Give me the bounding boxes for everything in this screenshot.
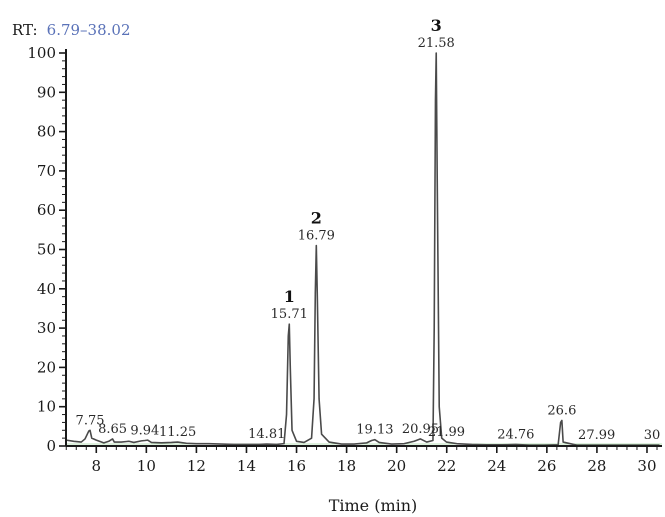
y-tick-label: 30 [37, 319, 56, 337]
peak-retention-label: 30 [644, 428, 661, 443]
y-tick-label: 100 [27, 44, 56, 62]
peak-retention-label: 9.94 [130, 423, 159, 438]
x-tick-label: 22 [437, 457, 456, 475]
x-tick-label: 8 [92, 457, 102, 475]
rt-range-header: RT: 6.79–38.02 [12, 20, 131, 39]
peak-retention-label: 21.99 [428, 425, 465, 440]
x-tick-label: 30 [637, 457, 656, 475]
y-tick-label: 80 [37, 123, 56, 141]
y-tick-label: 70 [37, 162, 56, 180]
x-tick-label: 28 [587, 457, 606, 475]
x-tick-label: 12 [187, 457, 206, 475]
peak-retention-label: 21.58 [418, 36, 455, 51]
rt-label: RT: [12, 21, 38, 39]
chromatogram-trace-layer [66, 52, 662, 447]
peak-labels: 7.758.65 9.94 11.25 14.81 15.711 16.792 19.13 2… [76, 16, 661, 443]
y-tick-label: 50 [37, 241, 56, 259]
rt-range-value: 6.79–38.02 [47, 21, 131, 39]
y-tick-label: 90 [37, 83, 56, 101]
peak-retention-label: 14.81 [248, 427, 285, 442]
x-tick-label: 14 [237, 457, 256, 475]
x-tick-label: 24 [487, 457, 506, 475]
peak-retention-label: 8.65 [98, 422, 127, 437]
peak-number-label: 2 [311, 209, 322, 228]
peak-number-label: 1 [284, 287, 295, 306]
peak-retention-label: 27.99 [578, 428, 615, 443]
x-tick-label: 10 [137, 457, 156, 475]
peak-retention-label: 24.76 [497, 427, 534, 442]
x-tick-label: 18 [337, 457, 356, 475]
x-tick-label: 26 [537, 457, 556, 475]
y-tick-label: 40 [37, 280, 56, 298]
peak-retention-label: 20.95 [402, 422, 439, 437]
peak-retention-label: 19.13 [356, 423, 393, 438]
peak-number-label: 3 [431, 16, 442, 35]
y-tick-label: 0 [46, 437, 56, 455]
x-tick-label: 16 [287, 457, 306, 475]
x-axis-title: Time (min) [329, 496, 418, 515]
y-tick-label: 60 [37, 201, 56, 219]
y-tick-label: 20 [37, 358, 56, 376]
y-tick-label: 10 [37, 398, 56, 416]
peak-retention-label: 15.71 [271, 307, 308, 322]
peak-retention-label: 11.25 [159, 425, 196, 440]
peak-retention-label: 26.6 [547, 403, 576, 418]
chromatogram-trace-0 [66, 52, 660, 447]
x-tick-label: 20 [387, 457, 406, 475]
peak-retention-label: 7.75 [76, 413, 105, 428]
peak-retention-label: 16.79 [298, 229, 335, 244]
